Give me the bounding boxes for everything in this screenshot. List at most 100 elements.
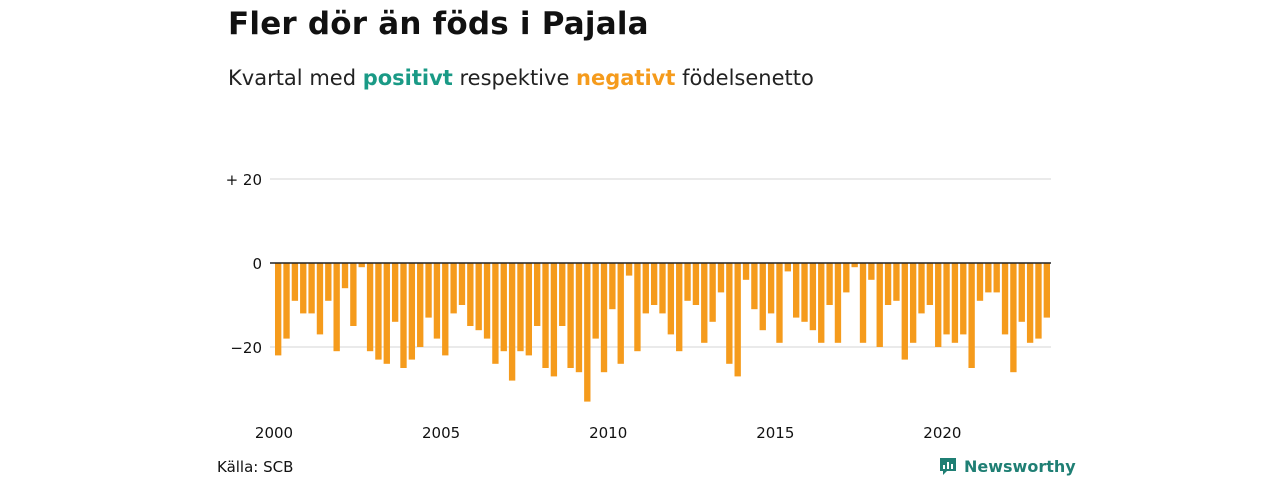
bar <box>717 263 725 293</box>
bar <box>333 263 340 352</box>
chart-title: Fler dör än föds i Pajala <box>228 6 649 42</box>
bar <box>909 263 917 343</box>
bar <box>834 263 842 343</box>
newsworthy-logo-icon <box>940 458 956 475</box>
bar <box>684 263 691 301</box>
x-tick-label: 2010 <box>589 424 627 442</box>
bar <box>500 263 507 352</box>
bar <box>1001 263 1009 335</box>
bar <box>793 263 800 318</box>
bar <box>325 263 332 301</box>
bar <box>316 263 324 335</box>
bar <box>567 263 574 368</box>
bar <box>625 263 633 276</box>
bar <box>358 263 365 268</box>
bar <box>391 263 399 322</box>
bar <box>383 263 390 364</box>
bar <box>742 263 750 280</box>
bar <box>534 263 541 326</box>
bar <box>843 263 850 293</box>
bar <box>851 263 858 268</box>
x-tick-label: 2020 <box>923 424 961 442</box>
brand-name: Newsworthy <box>964 456 1076 476</box>
x-tick-label: 2015 <box>756 424 794 442</box>
bar <box>492 263 499 364</box>
bar <box>417 263 424 347</box>
bar <box>458 263 466 305</box>
bar <box>751 263 758 310</box>
bar <box>976 263 984 301</box>
bar <box>943 263 950 335</box>
bar <box>809 263 817 331</box>
bar <box>776 263 783 343</box>
bar <box>1035 263 1042 339</box>
bar <box>826 263 833 305</box>
bar <box>918 263 925 314</box>
bar <box>517 263 524 352</box>
bar <box>676 263 683 352</box>
bar <box>592 263 599 339</box>
bar <box>935 263 942 347</box>
bar <box>559 263 566 326</box>
bar <box>275 263 282 356</box>
bar <box>600 263 608 373</box>
bar <box>1043 263 1050 318</box>
bar <box>584 263 591 402</box>
bar <box>617 263 624 364</box>
bar <box>642 263 649 314</box>
bar <box>575 263 583 373</box>
source-note: Källa: SCB <box>217 458 294 476</box>
bar <box>759 263 766 331</box>
bar <box>542 263 549 368</box>
bar <box>291 263 299 301</box>
x-tick-label: 2000 <box>255 424 293 442</box>
bar <box>634 263 641 352</box>
bar <box>993 263 1000 293</box>
bar <box>400 263 407 368</box>
bar <box>876 263 883 347</box>
y-tick-label: 0 <box>252 255 262 273</box>
bar <box>726 263 733 364</box>
bar <box>701 263 708 343</box>
bar <box>408 263 416 360</box>
bar <box>692 263 700 305</box>
bar <box>375 263 382 360</box>
bar <box>951 263 959 343</box>
bar <box>609 263 616 310</box>
bar <box>659 263 666 314</box>
bar <box>960 263 967 335</box>
bar <box>734 263 741 377</box>
bar <box>1026 263 1034 343</box>
bar <box>893 263 900 301</box>
bar <box>508 263 516 381</box>
y-tick-label: −20 <box>230 339 262 357</box>
bar <box>985 263 992 293</box>
chart-subtitle: Kvartal med positivt respektive negativt… <box>228 66 814 90</box>
bar <box>667 263 675 335</box>
bar <box>525 263 532 356</box>
subtitle-prefix: Kvartal med <box>228 66 363 90</box>
bar <box>859 263 867 343</box>
bar <box>1010 263 1017 373</box>
subtitle-middle: respektive <box>452 66 577 90</box>
bar <box>550 263 558 377</box>
bar <box>1018 263 1025 322</box>
bar <box>801 263 808 322</box>
bar <box>901 263 908 360</box>
bar <box>868 263 875 280</box>
bar <box>350 263 357 326</box>
subtitle-negative: negativt <box>576 66 676 90</box>
bar <box>425 263 432 318</box>
bar <box>283 263 290 339</box>
bar <box>442 263 449 356</box>
bar <box>433 263 441 339</box>
bar <box>475 263 482 331</box>
bar <box>784 263 791 272</box>
brand: Newsworthy <box>938 456 1076 476</box>
bar <box>366 263 374 352</box>
bar <box>341 263 349 289</box>
bar <box>467 263 474 326</box>
bar <box>767 263 775 314</box>
bar <box>450 263 457 314</box>
